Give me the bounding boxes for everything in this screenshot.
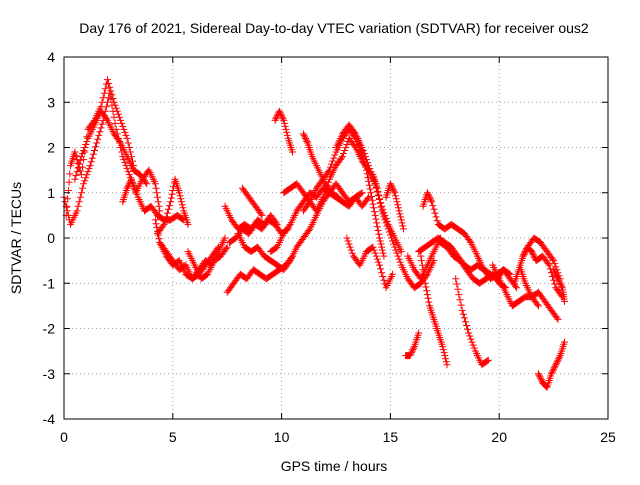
series-t03: [71, 107, 151, 188]
series-t23: [369, 171, 438, 292]
y-tick-label: 2: [47, 140, 55, 156]
point-markers: [534, 338, 568, 391]
x-axis-label: GPS time / hours: [281, 458, 388, 474]
y-tick-label: 0: [47, 230, 55, 246]
point-markers: [402, 329, 423, 360]
point-markers: [119, 175, 162, 219]
point-markers: [299, 125, 366, 215]
point-markers: [238, 184, 266, 219]
x-tick-label: 0: [60, 429, 68, 445]
series-t29: [402, 329, 423, 360]
series-t36: [534, 338, 568, 391]
y-tick-label: -4: [43, 411, 56, 427]
x-tick-label: 25: [600, 429, 616, 445]
series-t24: [382, 180, 407, 233]
series-t13: [238, 184, 266, 219]
y-tick-label: -2: [43, 321, 56, 337]
x-tick-label: 20: [491, 429, 507, 445]
axis-ticks: [63, 56, 609, 420]
point-markers: [550, 266, 568, 305]
series-t31: [452, 275, 492, 369]
point-markers: [223, 252, 296, 296]
point-markers: [382, 180, 407, 233]
y-tick-label: 3: [47, 94, 55, 110]
series-t08: [154, 211, 188, 224]
point-markers: [343, 234, 397, 292]
point-markers: [271, 107, 296, 156]
data-points: [60, 76, 568, 391]
point-markers: [452, 275, 492, 369]
chart-title: Day 176 of 2021, Sidereal Day-to-day VTE…: [79, 20, 589, 36]
series-t25: [404, 234, 444, 283]
series-t18: [299, 125, 366, 215]
point-markers: [299, 130, 342, 201]
series-t22: [354, 134, 388, 260]
series-t21: [343, 234, 397, 292]
series-t16: [271, 107, 296, 156]
series-t12: [223, 252, 296, 296]
x-tick-label: 10: [274, 429, 290, 445]
point-markers: [519, 234, 564, 283]
x-tick-label: 15: [383, 429, 399, 445]
series-t19: [299, 130, 342, 201]
y-tick-labels: -4 -3 -2 -1 0 1 2 3 4: [43, 49, 56, 427]
series-t37: [550, 266, 568, 305]
series-t35: [517, 266, 562, 323]
point-markers: [184, 243, 231, 283]
series-t09: [184, 243, 231, 283]
y-tick-label: -1: [43, 275, 56, 291]
y-tick-label: 1: [47, 185, 55, 201]
point-markers: [517, 266, 562, 323]
point-markers: [354, 134, 388, 260]
point-markers: [71, 107, 151, 188]
x-tick-labels: 0 5 10 15 20 25: [60, 429, 616, 445]
point-markers: [154, 211, 188, 224]
point-markers: [417, 252, 451, 369]
x-tick-label: 5: [169, 429, 177, 445]
point-markers: [369, 171, 438, 292]
point-markers: [404, 234, 444, 283]
series-t34: [519, 234, 564, 283]
y-axis-label: SDTVAR / TECUs: [8, 182, 24, 294]
y-tick-label: -3: [43, 366, 56, 382]
series-t28: [417, 252, 451, 369]
y-tick-label: 4: [47, 49, 55, 65]
grid-lines: [64, 57, 608, 419]
series-t04: [119, 175, 162, 219]
